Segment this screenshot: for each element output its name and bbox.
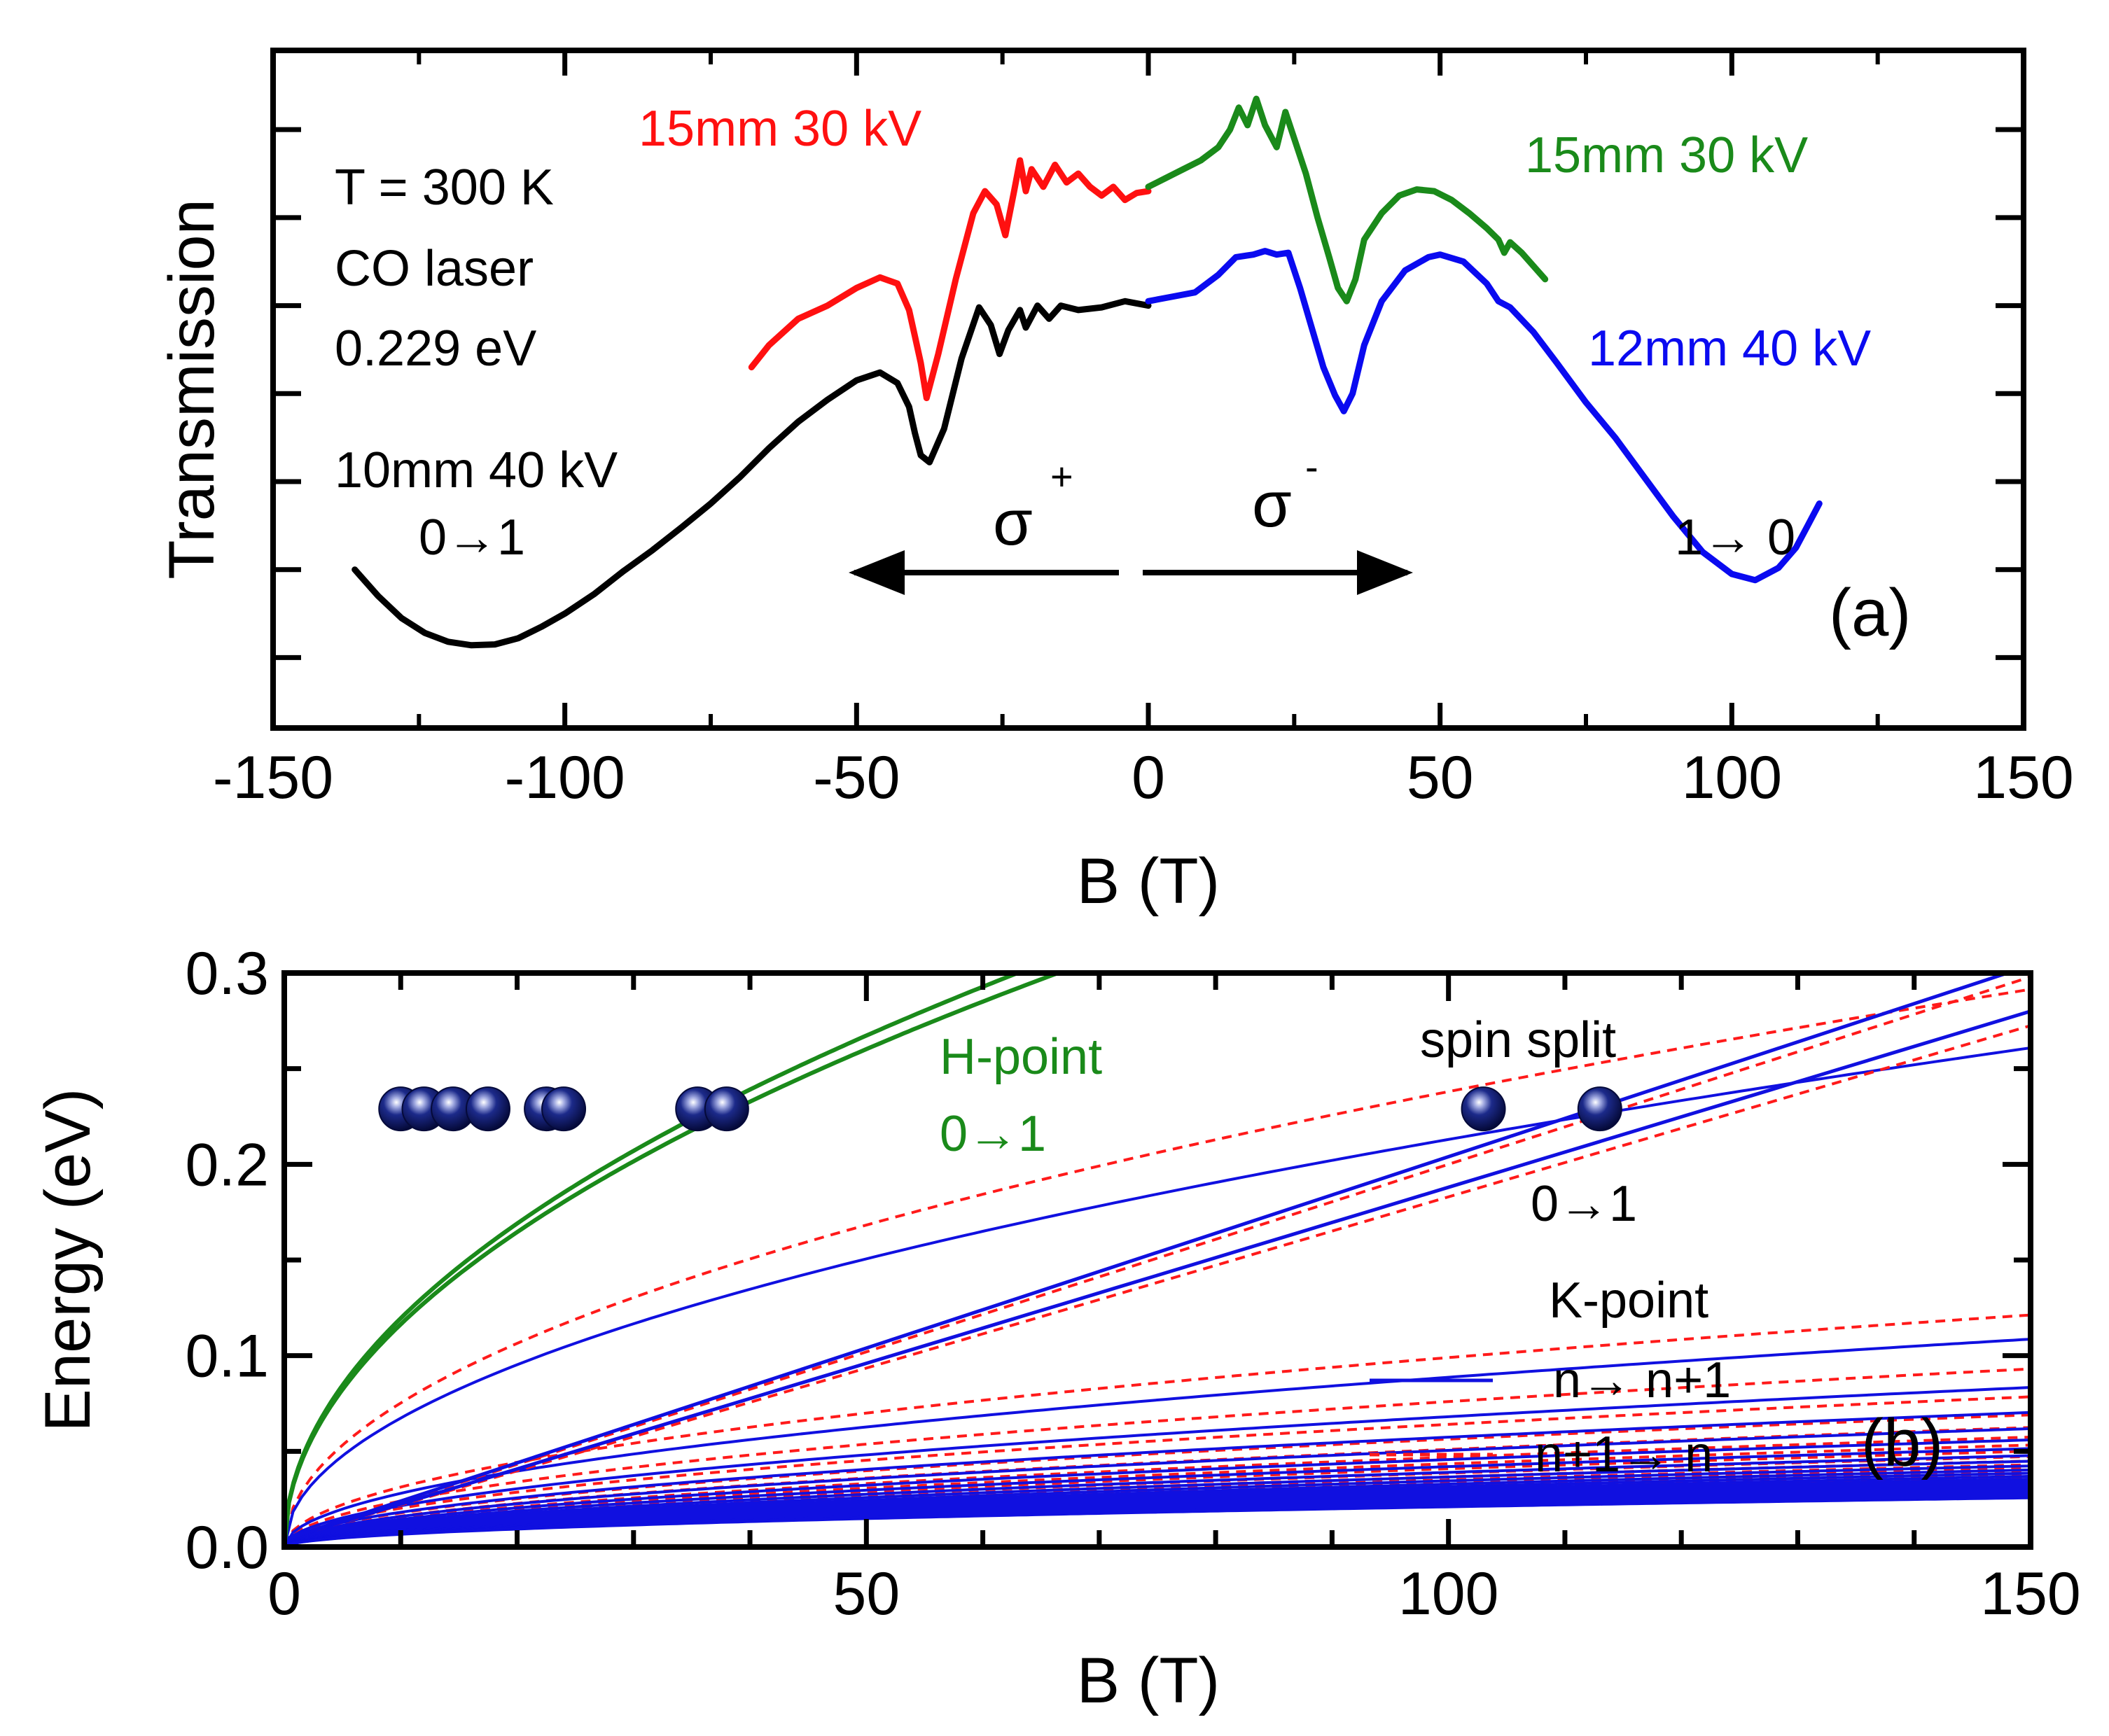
h-point-transition-label: 0→1 bbox=[940, 1106, 1046, 1162]
panel-b-curves bbox=[284, 973, 2031, 1547]
k-point-legend-title: K-point bbox=[1549, 1273, 1708, 1329]
panel-a-x-axis-title: B (T) bbox=[1077, 846, 1220, 917]
legend-green-15mm: 15mm 30 kV bbox=[1525, 127, 1808, 183]
k-solid-curve-7 bbox=[284, 1454, 2031, 1547]
legend-dashed-line-label: n+1→ n bbox=[1535, 1427, 1713, 1483]
panel-a-y-ticks bbox=[273, 127, 2024, 660]
panel-b-label: (b) bbox=[1861, 1406, 1943, 1480]
k-dashed-curve-8 bbox=[284, 1450, 2031, 1547]
k-solid-curve-25 bbox=[284, 1496, 2031, 1547]
sigma-minus-superscript: - bbox=[1305, 444, 1318, 489]
k-dashed-curve-7 bbox=[284, 1443, 2031, 1547]
panel-b-x-axis-title: B (T) bbox=[1077, 1645, 1220, 1716]
b-x-tick-label: 150 bbox=[1980, 1560, 2081, 1628]
a-x-tick-label: -100 bbox=[505, 744, 625, 811]
b-y-tick-label: 0.1 bbox=[185, 1323, 269, 1390]
condition-laser: CO laser bbox=[335, 241, 534, 297]
k-dashed-curve-0 bbox=[284, 988, 2031, 1547]
b-x-tick-label: 0 bbox=[267, 1560, 301, 1628]
b-y-tick-label: 0.3 bbox=[185, 940, 269, 1007]
k-solid-curve-2 bbox=[284, 1386, 2031, 1547]
panel-a: -150 -100 -50 0 50 100 150 B (T) Transmission … bbox=[156, 48, 2074, 917]
transition-label-1-to-0: 1→ 0 bbox=[1675, 510, 1795, 566]
k-solid-curve-4 bbox=[284, 1427, 2031, 1547]
k-solid-curve-6 bbox=[284, 1447, 2031, 1547]
k-solid-curve-9 bbox=[284, 1464, 2031, 1547]
k-dashed-curve-3 bbox=[284, 1395, 2031, 1547]
panel-b: 0 50 100 150 0.0 0.1 0.2 0.3 B (T) Energy (eV)… bbox=[32, 940, 2081, 1716]
k-point-transition-label: 0→1 bbox=[1531, 1176, 1637, 1232]
k-solid-curve-1 bbox=[284, 1338, 2031, 1547]
a-x-tick-label: -150 bbox=[213, 744, 333, 811]
b-x-tick-label: 100 bbox=[1398, 1560, 1499, 1628]
panel-a-label: (a) bbox=[1829, 575, 1911, 650]
a-x-tick-label: 100 bbox=[1682, 744, 1783, 811]
k-dashed-linear-upper bbox=[284, 975, 2031, 1541]
panel-a-x-ticks: -150 -100 -50 0 50 100 150 bbox=[213, 50, 2074, 811]
data-point-sphere-9 bbox=[1577, 1086, 1622, 1132]
sigma-minus-label: σ bbox=[1252, 469, 1292, 540]
panel-b-x-ticks: 0 50 100 150 bbox=[267, 973, 2081, 1628]
a-x-tick-label: 50 bbox=[1407, 744, 1474, 811]
panel-b-y-axis-title: Energy (eV) bbox=[32, 1088, 104, 1432]
data-point-sphere-8 bbox=[1461, 1086, 1506, 1132]
b-y-tick-label: 0.0 bbox=[185, 1514, 269, 1581]
a-series-line-1 bbox=[748, 157, 1152, 402]
data-point-sphere-3 bbox=[465, 1086, 510, 1132]
k-solid-curve-8 bbox=[284, 1460, 2031, 1547]
data-point-sphere-5 bbox=[541, 1086, 587, 1132]
k-solid-linear-upper bbox=[284, 973, 2013, 1541]
a-x-tick-label: -50 bbox=[813, 744, 900, 811]
h-point-label: H-point bbox=[940, 1029, 1102, 1085]
k-dashed-curve-6 bbox=[284, 1436, 2031, 1547]
panel-a-y-axis-title: Transmission bbox=[156, 199, 228, 580]
k-solid-curve-5 bbox=[284, 1438, 2031, 1547]
k-dashed-linear-lower bbox=[284, 1024, 2031, 1541]
b-y-tick-label: 0.2 bbox=[185, 1131, 269, 1198]
condition-temperature: T = 300 K bbox=[335, 160, 554, 216]
data-point-sphere-7 bbox=[704, 1086, 749, 1132]
k-solid-curve-0 bbox=[284, 1046, 2031, 1547]
a-x-tick-label: 0 bbox=[1132, 744, 1165, 811]
legend-blue-12mm: 12mm 40 kV bbox=[1588, 321, 1871, 377]
h-point-curve-0 bbox=[284, 973, 1064, 1547]
k-solid-curve-3 bbox=[284, 1410, 2031, 1547]
panel-b-y-ticks: 0.0 0.1 0.2 0.3 bbox=[185, 940, 2031, 1581]
legend-solid-line-label: n→ n+1 bbox=[1553, 1352, 1731, 1408]
k-solid-linear-lower bbox=[284, 1009, 2031, 1541]
transition-label-0-to-1: 0→1 bbox=[419, 510, 525, 566]
k-dashed-curve-4 bbox=[284, 1413, 2031, 1547]
a-x-tick-label: 150 bbox=[1973, 744, 2074, 811]
panel-b-data-points bbox=[378, 1086, 1622, 1132]
condition-energy: 0.229 eV bbox=[335, 321, 536, 377]
legend-black-10mm: 10mm 40 kV bbox=[335, 442, 618, 498]
k-dashed-curve-2 bbox=[284, 1367, 2031, 1547]
a-series-line-3 bbox=[1145, 248, 1823, 584]
sigma-plus-label: σ bbox=[993, 487, 1033, 559]
sigma-plus-superscript: + bbox=[1050, 454, 1073, 498]
panel-a-curves bbox=[352, 95, 1823, 649]
a-series-line-0 bbox=[352, 298, 1152, 649]
k-dashed-curve-1 bbox=[284, 1313, 2031, 1547]
h-point-curve-1 bbox=[284, 973, 1024, 1547]
spin-split-label: spin split bbox=[1420, 1012, 1616, 1068]
a-series-line-2 bbox=[1145, 95, 1549, 304]
legend-red-15mm: 15mm 30 kV bbox=[639, 101, 921, 157]
b-x-tick-label: 50 bbox=[833, 1560, 900, 1628]
